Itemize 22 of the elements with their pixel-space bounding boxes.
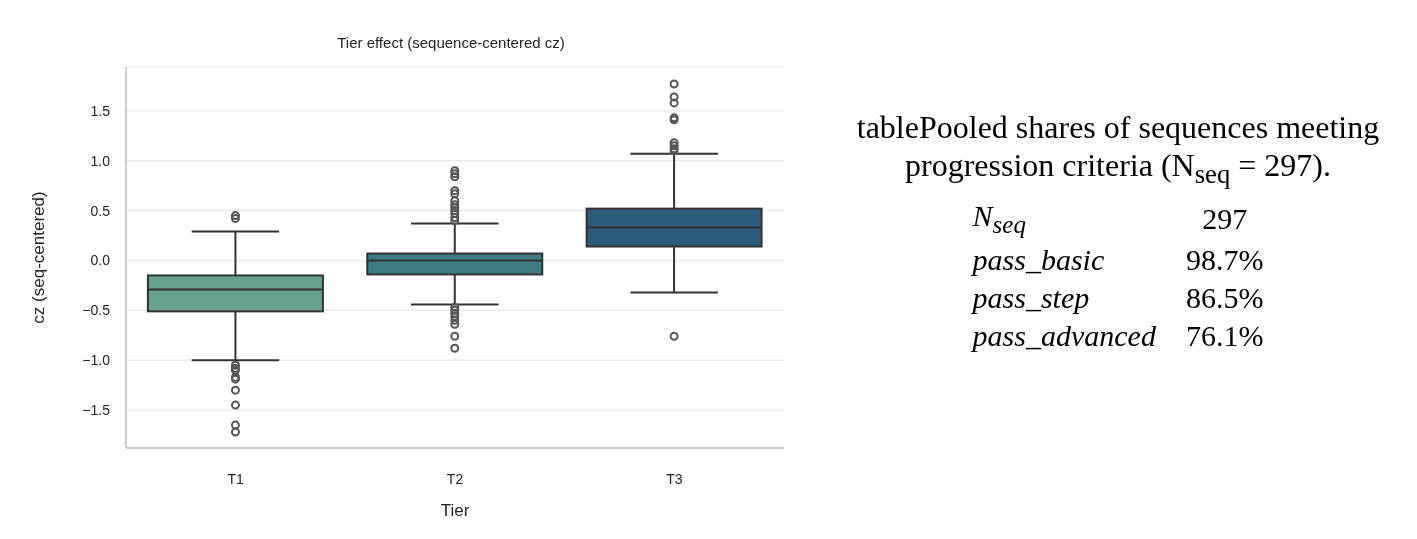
category-label: pass_advanced <box>972 318 1157 355</box>
x-tick-label: T3 <box>666 470 683 487</box>
y-tick-label: 1.5 <box>90 102 111 119</box>
x-tick-label: T1 <box>227 470 245 487</box>
y-tick-label: 0.0 <box>90 252 111 269</box>
text: tablePooled shares of sequences meeting progression criteria (N$_{seq}$ = 297). <box>855 108 1381 192</box>
chart-title: Tier effect (sequence-centered cz) <box>336 34 566 51</box>
y-tick-label: 1.0 <box>90 152 111 169</box>
category-label: N$_{seq}$ <box>972 198 1027 241</box>
y-tick-label: −1.0 <box>82 352 111 369</box>
y-tick-label: 0.5 <box>90 202 111 219</box>
x-tick-label: T2 <box>446 470 464 487</box>
category-label: pass_step <box>972 280 1091 317</box>
x-axis-title: Tier <box>440 501 470 520</box>
y-tick-label: −0.5 <box>82 302 111 319</box>
text: 86.5% <box>1185 281 1264 315</box>
y-tick-label: −1.5 <box>82 402 111 419</box>
category-label: pass_basic <box>972 242 1106 279</box>
text: 98.7% <box>1185 243 1264 277</box>
y-axis-title: cz (seq-centered) <box>29 191 49 324</box>
text: 76.1% <box>1185 319 1264 353</box>
text: 297 <box>1202 202 1248 236</box>
